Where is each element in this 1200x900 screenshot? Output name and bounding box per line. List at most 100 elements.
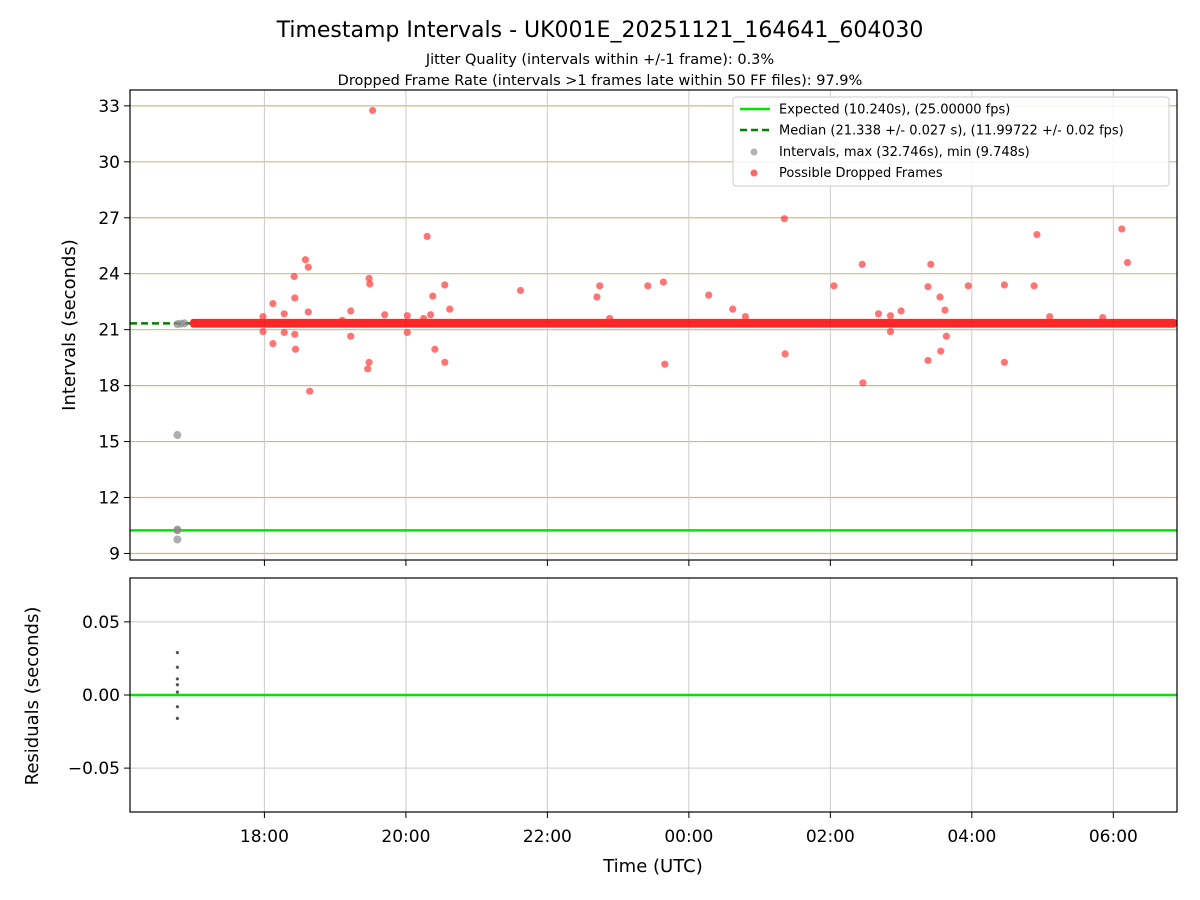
dropped-frame-point xyxy=(290,272,298,281)
intervals-y-tick-label: 33 xyxy=(98,97,120,117)
dropped-frame-point xyxy=(403,328,411,337)
residuals-x-axis-label: Time (UTC) xyxy=(602,856,703,877)
dropped-frame-point xyxy=(369,106,377,115)
dropped-frame-point xyxy=(936,293,944,301)
intervals-y-tick-label: 9 xyxy=(109,544,120,564)
dropped-frame-point xyxy=(280,310,288,318)
residuals-y-tick-label: −0.05 xyxy=(68,759,120,779)
chart-subtitle-jitter: Jitter Quality (intervals within +/-1 fr… xyxy=(425,52,774,68)
residuals-y-tick-label: 0.00 xyxy=(82,686,120,706)
intervals-plot: 9 12 15 18 21 24 27 30 33 Intervals (seconds) Ex… xyxy=(59,89,1178,566)
time-x-tick-label: 04:00 xyxy=(947,827,996,847)
dropped-frame-point xyxy=(937,347,945,355)
dropped-frame-point xyxy=(644,282,652,290)
dropped-frame-point xyxy=(259,313,267,321)
dropped-frame-point xyxy=(366,280,374,288)
legend-label-intervals: Intervals, max (32.746s), min (9.748s) xyxy=(779,145,1030,160)
intervals-y-tick-label: 27 xyxy=(98,209,120,229)
residuals-data xyxy=(130,650,1177,721)
dropped-frame-point xyxy=(446,305,454,313)
dropped-frame-point xyxy=(304,308,312,316)
residual-point xyxy=(175,683,179,687)
legend-label-median: Median (21.338 +/- 0.027 s), (11.99722 +… xyxy=(779,124,1124,139)
dropped-frame-point xyxy=(338,316,346,324)
residual-point xyxy=(175,716,179,721)
dropped-frame-point xyxy=(1033,230,1041,239)
intervals-data xyxy=(130,106,1177,544)
dropped-frame-point xyxy=(1000,358,1008,366)
dropped-frame-point xyxy=(941,306,949,314)
residual-point xyxy=(175,665,179,669)
intervals-y-axis-label: Intervals (seconds) xyxy=(59,239,80,411)
time-x-tick-label: 22:00 xyxy=(523,827,572,847)
intervals-y-tick-label: 21 xyxy=(98,321,120,341)
dropped-frame-point xyxy=(306,387,314,395)
dropped-frame-point xyxy=(830,282,838,290)
dropped-frame-point xyxy=(259,327,267,336)
dropped-frame-point xyxy=(886,327,895,336)
dropped-frame-point xyxy=(441,358,449,366)
dropped-frame-point xyxy=(661,360,669,368)
dropped-frame-point xyxy=(427,311,435,319)
dropped-frame-point xyxy=(729,305,737,313)
dropped-frame-point xyxy=(381,311,389,319)
dropped-frame-point xyxy=(858,260,866,268)
dropped-frame-point xyxy=(1099,313,1107,322)
residual-point xyxy=(175,677,179,681)
time-x-tick-label: 18:00 xyxy=(240,827,289,847)
residuals-y-tick-label: 0.05 xyxy=(82,613,120,633)
time-x-tick-label: 02:00 xyxy=(806,827,855,847)
dropped-frame-point xyxy=(1118,225,1126,233)
legend-swatch-intervals xyxy=(750,148,758,156)
dropped-frame-point xyxy=(859,379,867,387)
interval-point xyxy=(173,431,182,440)
intervals-plot-frame xyxy=(129,89,1178,561)
dropped-frame-point xyxy=(1030,282,1038,290)
dropped-frame-point xyxy=(942,332,950,340)
chart-title: Timestamp Intervals - UK001E_20251121_16… xyxy=(276,18,924,43)
residuals-plot: 0.05 0.00 −0.05 18:00 20:00 22:00 00:00 02:00 0… xyxy=(22,577,1178,877)
interval-point xyxy=(180,319,189,328)
dropped-frame-point xyxy=(781,350,789,358)
legend-label-dropped: Possible Dropped Frames xyxy=(779,166,943,181)
residual-point xyxy=(175,650,179,655)
dropped-frame-point xyxy=(886,312,895,320)
intervals-y-tick-label: 12 xyxy=(98,489,120,509)
dropped-frame-point xyxy=(269,299,277,308)
intervals-y-tick-label: 24 xyxy=(98,265,120,285)
dropped-frame-point xyxy=(419,314,428,323)
interval-point xyxy=(173,525,182,534)
dropped-frame-point xyxy=(364,365,372,373)
legend-swatch-dropped xyxy=(750,169,758,177)
dropped-frame-point xyxy=(924,283,932,291)
dropped-frame-point xyxy=(1123,258,1132,267)
intervals-horizontal-grid xyxy=(130,105,1177,555)
intervals-y-tick-label: 30 xyxy=(98,153,120,173)
dropped-frame-point xyxy=(659,278,668,286)
dropped-frame-point xyxy=(596,282,604,290)
residual-point xyxy=(175,705,179,709)
dropped-frame-point xyxy=(516,286,525,295)
dropped-frame-point xyxy=(1046,313,1054,321)
dropped-frame-point xyxy=(431,345,439,353)
dropped-frame-point xyxy=(741,313,750,321)
residuals-y-axis-label: Residuals (seconds) xyxy=(22,607,43,786)
time-x-tick-label: 20:00 xyxy=(381,827,430,847)
dropped-frame-point xyxy=(347,332,355,340)
dropped-frame-point xyxy=(964,282,972,290)
dropped-frame-point xyxy=(291,345,300,353)
dropped-frame-point xyxy=(347,307,355,315)
residuals-x-ticks: 18:00 20:00 22:00 00:00 02:00 04:00 06:00 xyxy=(240,812,1138,847)
dropped-frame-point xyxy=(705,291,713,299)
dropped-frame-point xyxy=(365,358,373,366)
dropped-frame-point xyxy=(780,215,788,223)
intervals-x-ticks xyxy=(263,560,1114,566)
residual-point xyxy=(175,690,179,694)
dropped-frame-point xyxy=(423,232,431,241)
dropped-frame-point xyxy=(593,293,601,301)
dropped-frame-point xyxy=(441,281,449,289)
legend-label-expected: Expected (10.240s), (25.00000 fps) xyxy=(779,103,1010,118)
dropped-frame-point xyxy=(280,328,288,337)
dropped-frames-band xyxy=(190,318,1177,328)
